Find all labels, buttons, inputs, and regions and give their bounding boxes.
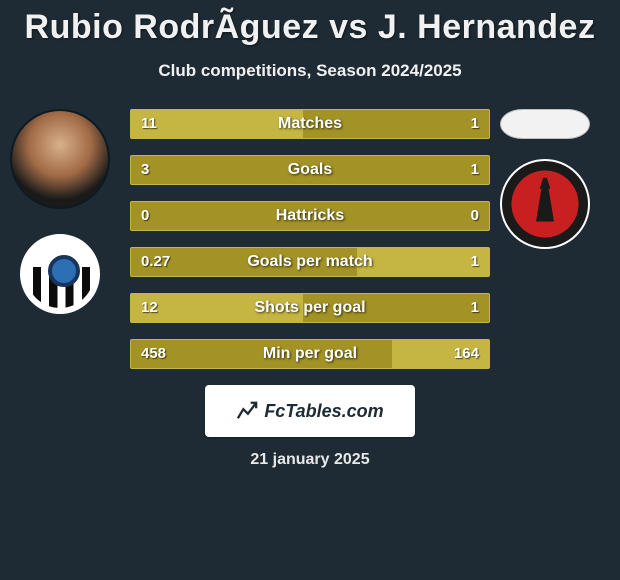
- club-right-logo: [500, 159, 590, 249]
- stat-label: Hattricks: [131, 202, 489, 230]
- footer-date: 21 january 2025: [0, 451, 620, 469]
- stat-row: 31Goals: [130, 155, 490, 185]
- stat-label: Goals per match: [131, 248, 489, 276]
- brand-card: FcTables.com: [205, 385, 415, 437]
- stat-row: 00Hattricks: [130, 201, 490, 231]
- stat-label: Min per goal: [131, 340, 489, 368]
- page-subtitle: Club competitions, Season 2024/2025: [0, 61, 620, 81]
- player-right-avatar: [500, 109, 590, 139]
- stat-label: Matches: [131, 110, 489, 138]
- stat-row: 458164Min per goal: [130, 339, 490, 369]
- stat-label: Goals: [131, 156, 489, 184]
- stat-label: Shots per goal: [131, 294, 489, 322]
- brand-icon: [236, 400, 258, 422]
- stat-row: 121Shots per goal: [130, 293, 490, 323]
- page-title: Rubio RodrÃ­guez vs J. Hernandez: [0, 0, 620, 47]
- stats-bars: 111Matches 31Goals 00Hattricks 0.271Goals p…: [130, 109, 490, 369]
- stat-row: 111Matches: [130, 109, 490, 139]
- brand-text: FcTables.com: [264, 401, 383, 422]
- player-left-avatar: [10, 109, 110, 209]
- stat-row: 0.271Goals per match: [130, 247, 490, 277]
- comparison-area: 111Matches 31Goals 00Hattricks 0.271Goals p…: [0, 109, 620, 369]
- club-left-logo: [20, 234, 100, 314]
